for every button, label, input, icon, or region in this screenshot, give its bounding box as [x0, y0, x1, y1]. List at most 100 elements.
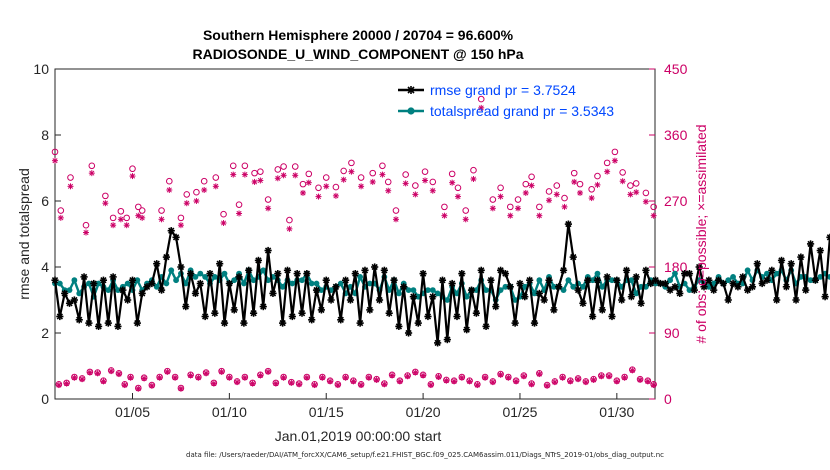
- rmse-point: [264, 246, 272, 255]
- totalspread-point: [76, 290, 83, 297]
- assimilated-obs-marker: [327, 378, 334, 385]
- possible-obs-marker: [229, 162, 237, 170]
- assimilated-obs-marker: [94, 370, 101, 377]
- legend-rmse-label: rmse grand pr = 3.7524: [430, 82, 576, 98]
- x-axis-ticks: 01/05 01/10 01/15 01/20 01/25 01/30: [115, 393, 635, 420]
- rmse-point: [225, 279, 233, 288]
- assimilated-obs-marker: [117, 216, 124, 223]
- totalspread-point: [744, 267, 751, 274]
- rmse-point: [167, 227, 175, 235]
- rmse-point: [482, 322, 490, 330]
- assimilated-obs-marker: [402, 180, 409, 187]
- possible-obs-marker: [299, 180, 307, 188]
- possible-obs-marker: [67, 174, 74, 181]
- rmse-point: [371, 263, 379, 271]
- possible-obs-marker: [429, 178, 437, 186]
- rmse-point: [162, 253, 170, 261]
- totalspread-point: [202, 274, 209, 280]
- rmse-point: [419, 270, 427, 278]
- totalspread-point: [240, 280, 247, 287]
- rmse-point: [356, 319, 364, 327]
- assimilated-obs-marker: [611, 157, 618, 164]
- totalspread-point: [182, 280, 189, 287]
- assimilated-obs-marker: [505, 374, 512, 381]
- rmse-point: [104, 319, 112, 327]
- totalspread-point: [124, 280, 131, 287]
- assimilated-obs-marker: [201, 187, 208, 193]
- rmse-point: [463, 326, 471, 334]
- rmse-point: [695, 263, 703, 271]
- totalspread-point: [807, 277, 814, 284]
- rmse-point: [332, 283, 340, 291]
- assimilated-obs-marker: [474, 382, 481, 389]
- rmse-point: [690, 286, 698, 294]
- possible-obs-marker: [514, 196, 522, 203]
- rmse-point: [748, 283, 757, 291]
- rmse-point: [172, 233, 180, 241]
- assimilated-obs-marker: [52, 157, 58, 164]
- totalspread-point: [773, 270, 780, 277]
- rmse-point: [220, 319, 229, 327]
- assimilated-obs-marker: [226, 374, 233, 381]
- totalspread-point: [66, 287, 73, 293]
- rmse-point: [492, 303, 500, 311]
- possible-obs-marker: [497, 184, 504, 192]
- assimilated-obs-marker: [236, 210, 243, 217]
- possible-obs-marker: [280, 163, 287, 170]
- totalspread-point: [260, 267, 267, 274]
- rmse-point: [249, 309, 258, 317]
- possible-obs-marker: [251, 169, 258, 177]
- totalspread-point: [56, 280, 63, 287]
- rmse-line: [53, 223, 830, 344]
- left-tick-label: 2: [41, 325, 49, 341]
- assimilated-obs-marker: [82, 229, 89, 236]
- possible-obs-marker: [57, 207, 65, 214]
- rmse-point: [618, 296, 626, 304]
- rmse-point: [603, 273, 611, 281]
- assimilated-obs-marker: [420, 372, 427, 379]
- rmse-point: [90, 279, 98, 288]
- rmse-point: [777, 256, 786, 264]
- totalspread-point: [628, 277, 635, 284]
- totalspread-point: [599, 283, 606, 290]
- rmse-point: [453, 312, 461, 321]
- assimilated-obs-marker: [369, 178, 376, 185]
- assimilated-obs-marker: [389, 372, 396, 379]
- rmse-point: [409, 293, 418, 301]
- x-tick-label: 01/05: [115, 404, 150, 420]
- possible-obs-marker: [619, 169, 626, 176]
- rmse-point: [65, 299, 74, 307]
- totalspread-point: [115, 287, 121, 293]
- rmse-point: [434, 339, 442, 347]
- assimilated-obs-marker: [257, 372, 264, 379]
- rmse-point: [128, 276, 137, 284]
- totalspread-point: [357, 274, 364, 280]
- rmse-point: [797, 253, 805, 261]
- assimilated-obs-marker: [249, 380, 256, 387]
- assimilated-obs-marker: [123, 222, 130, 229]
- assimilated-obs-marker: [129, 173, 136, 180]
- possible-obs-marker: [576, 180, 584, 188]
- assimilated-obs-marker: [288, 379, 295, 386]
- rmse-point: [501, 270, 510, 278]
- possible-obs-marker: [82, 221, 90, 229]
- rmse-point: [448, 279, 456, 288]
- possible-obs-marker: [340, 167, 347, 175]
- assimilated-obs-marker: [57, 214, 64, 221]
- assimilated-obs-marker: [183, 200, 190, 207]
- totalspread-point: [667, 277, 674, 284]
- assimilated-obs-marker: [454, 193, 461, 200]
- rmse-point: [201, 312, 209, 321]
- rmse-point: [787, 260, 795, 268]
- rmse-point: [627, 293, 635, 301]
- possible-obs-marker: [286, 216, 293, 224]
- assimilated-obs-marker: [644, 378, 651, 385]
- assimilated-obs-marker: [441, 212, 448, 219]
- rmse-point: [816, 246, 824, 255]
- assimilated-obs-marker: [241, 374, 248, 381]
- assimilated-obs-marker: [458, 374, 465, 381]
- rmse-point: [511, 319, 519, 327]
- rmse-point: [826, 233, 830, 241]
- assimilated-obs-marker: [489, 205, 496, 212]
- totalspread-point: [429, 287, 436, 293]
